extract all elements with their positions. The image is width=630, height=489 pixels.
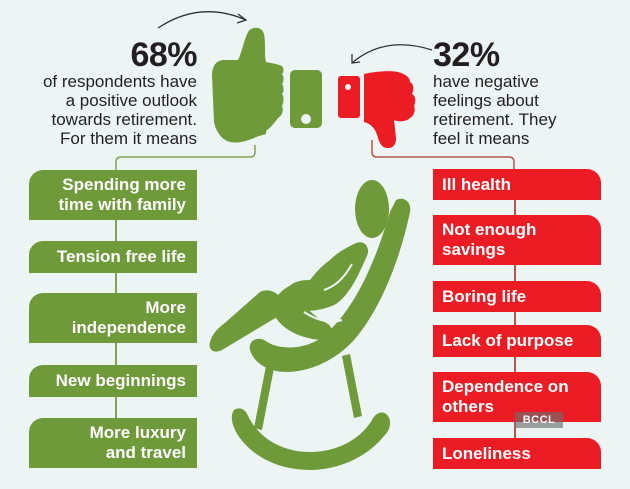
- negative-stat: 32% have negative feelings about retirem…: [433, 38, 623, 148]
- positive-item: More luxury and travel: [29, 418, 197, 468]
- negative-item-line: Not enough: [442, 220, 537, 239]
- thumbs-up-icon: [212, 27, 322, 143]
- negative-item: Ill health: [433, 169, 601, 200]
- negative-percent: 32%: [433, 36, 500, 74]
- negative-description: have negative feelings about retirement.…: [433, 72, 623, 148]
- rocking-chair-person-icon: [209, 180, 411, 470]
- positive-description-line: a positive outlook: [65, 91, 197, 110]
- positive-item-line: independence: [71, 318, 186, 337]
- negative-item-line: Dependence on: [442, 377, 569, 396]
- negative-description-line: retirement. They: [433, 110, 557, 129]
- negative-item: Boring life: [433, 281, 601, 312]
- positive-description: of respondents have a positive outlook t…: [40, 72, 197, 148]
- negative-item-line: savings: [442, 240, 506, 259]
- positive-item-line: and travel: [105, 443, 186, 462]
- positive-item: Tension free life: [29, 241, 197, 273]
- negative-item-line: Ill health: [442, 174, 511, 194]
- positive-description-line: For them it means: [60, 129, 197, 148]
- negative-list-connector: [514, 170, 516, 460]
- positive-item-line: More: [145, 298, 186, 317]
- negative-description-line: have negative: [433, 72, 539, 91]
- negative-item-line: Lack of purpose: [442, 331, 574, 350]
- thumbs-down-icon: [338, 71, 416, 148]
- negative-description-line: feel it means: [433, 129, 530, 148]
- negative-item-line: Boring life: [442, 286, 527, 306]
- negative-item-line: Loneliness: [442, 443, 531, 463]
- positive-item-line: time with family: [58, 195, 186, 214]
- positive-item-line: Tension free life: [56, 247, 186, 266]
- negative-item: Not enough savings: [433, 215, 601, 265]
- positive-description-line: towards retirement.: [51, 110, 198, 129]
- negative-item-line: others: [442, 397, 494, 416]
- negative-item: Loneliness: [433, 438, 601, 469]
- positive-description-line: of respondents have: [42, 72, 197, 91]
- positive-item: More independence: [29, 293, 197, 343]
- positive-stat: 68% of respondents have a positive outlo…: [40, 36, 198, 148]
- negative-item: Lack of purpose: [433, 325, 601, 357]
- positive-item-line: Spending more: [62, 175, 186, 194]
- positive-percent: 68%: [130, 36, 197, 74]
- positive-item: Spending more time with family: [29, 170, 197, 220]
- watermark-badge: BCCL: [515, 412, 563, 428]
- negative-description-line: feelings about: [433, 91, 539, 110]
- positive-item-line: More luxury: [89, 423, 186, 442]
- positive-item: New beginnings: [29, 365, 197, 397]
- positive-item-line: New beginnings: [55, 371, 186, 390]
